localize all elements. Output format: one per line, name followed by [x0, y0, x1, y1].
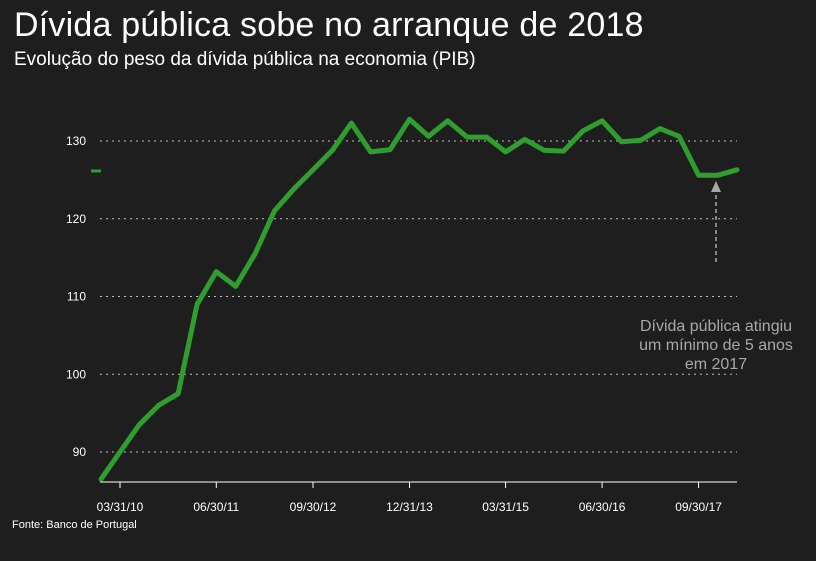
x-tick-label: 09/30/12 [290, 500, 337, 514]
y-tick-label: 120 [66, 212, 86, 226]
y-tick-label: 90 [73, 445, 87, 459]
y-tick-label: 110 [67, 290, 86, 304]
annotation-line-2: um mínimo de 5 anos [639, 337, 793, 354]
y-axis-ticks: 90 100 110 120 130 [66, 134, 86, 459]
debt-series-line [98, 116, 740, 482]
x-tick-label: 06/30/16 [579, 500, 626, 514]
chart-title: Dívida pública sobe no arranque de 2018 [14, 6, 644, 44]
x-axis-ticks: 03/31/10 06/30/11 09/30/12 12/31/13 03/31/15… [97, 482, 722, 514]
x-tick-label: 03/31/10 [97, 500, 144, 514]
x-tick-label: 09/30/17 [675, 500, 722, 514]
y-tick-label: 100 [66, 367, 86, 381]
source-note: Fonte: Banco de Portugal [12, 519, 137, 531]
annotation-arrow-head [711, 181, 721, 192]
annotation-line-1: Dívida pública atingiu [640, 318, 792, 335]
x-tick-label: 12/31/13 [386, 500, 433, 514]
chart-subtitle: Evolução do peso da dívida pública na ec… [14, 49, 476, 70]
annotation-line-3: em 2017 [685, 356, 747, 373]
gridlines [100, 140, 737, 453]
y-tick-label: 130 [66, 134, 86, 148]
x-tick-label: 06/30/11 [193, 500, 239, 514]
latest-value-marker [91, 169, 101, 173]
x-tick-label: 03/31/15 [482, 500, 529, 514]
